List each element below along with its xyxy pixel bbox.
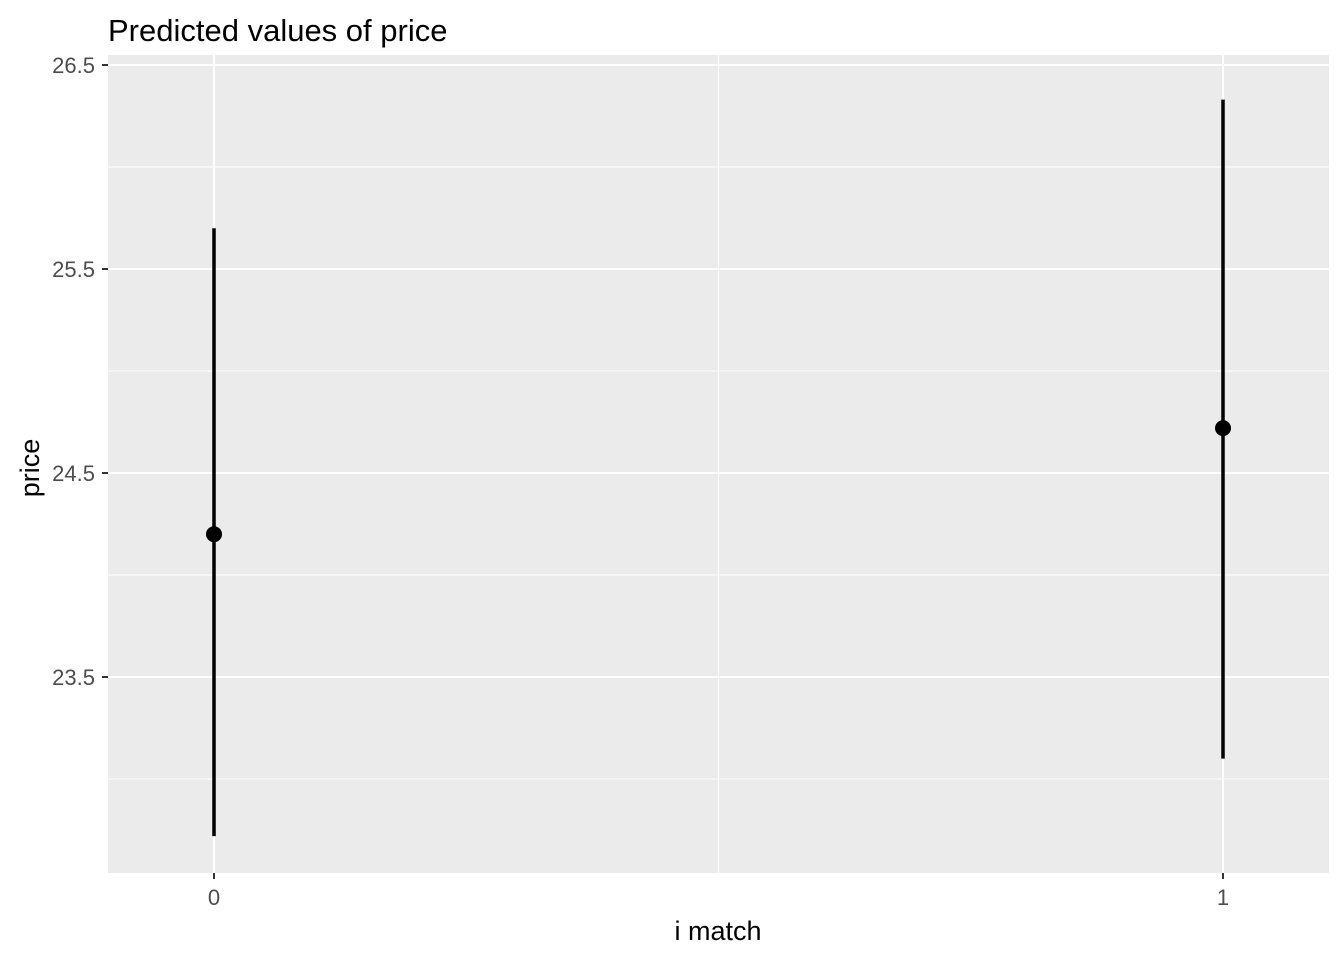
data-points <box>206 420 1231 543</box>
data-point <box>206 526 222 543</box>
y-axis-title: price <box>15 439 45 498</box>
x-axis-title: i match <box>674 916 761 946</box>
y-tick-label: 25.5 <box>52 257 95 282</box>
y-axis: 23.5 24.5 25.5 26.5 <box>52 53 108 690</box>
y-tick-label: 24.5 <box>52 461 95 486</box>
data-point <box>1215 420 1231 437</box>
chart-title: Predicted values of price <box>108 13 447 48</box>
x-tick-label: 1 <box>1217 885 1229 910</box>
grid-minor <box>108 55 1329 873</box>
y-tick-label: 23.5 <box>52 665 95 690</box>
x-tick-label: 0 <box>208 885 220 910</box>
y-tick-label: 26.5 <box>52 53 95 78</box>
